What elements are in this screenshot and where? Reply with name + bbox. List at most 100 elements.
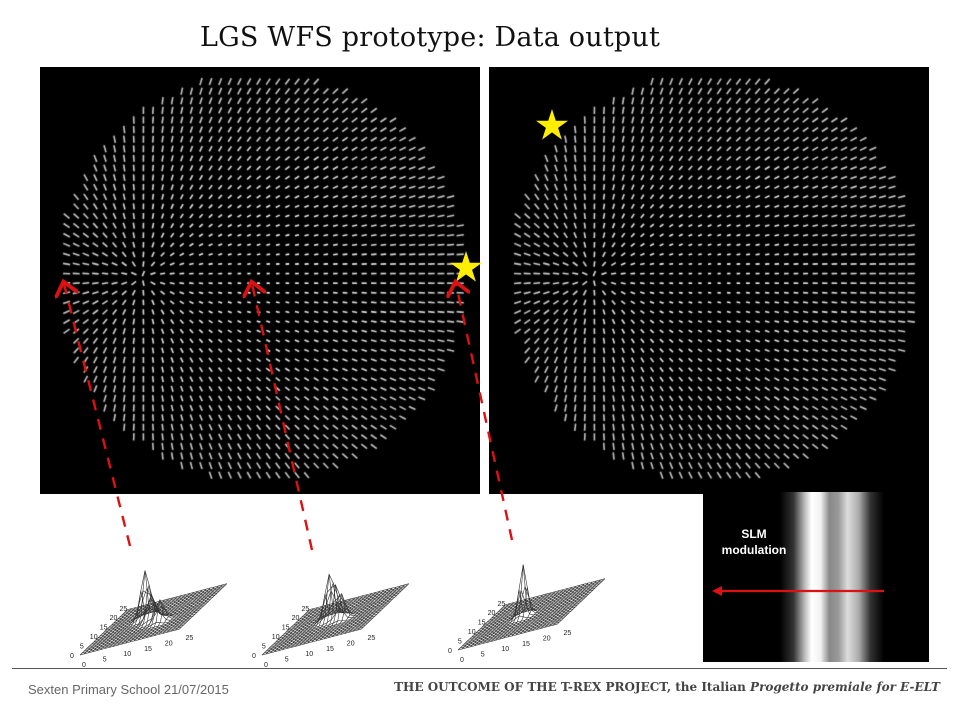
star-icon-right: [536, 109, 568, 140]
surface-line: [79, 609, 128, 656]
surface-line: [278, 605, 327, 651]
y-tick-label: 15: [478, 620, 486, 627]
surface-line: [461, 603, 510, 650]
surface-line: [548, 580, 597, 627]
surface-line: [96, 605, 145, 651]
surface-line: [303, 574, 352, 645]
y-tick-label: 20: [292, 615, 300, 622]
slm-label: SLM modulation: [707, 526, 801, 558]
surface-line: [470, 601, 519, 648]
footer-school-date: Sexten Primary School 21/07/2015: [28, 682, 229, 697]
surface-line: [532, 584, 581, 631]
surface-line: [315, 593, 364, 642]
surface-line: [270, 607, 319, 654]
y-tick-label: 0: [70, 653, 74, 660]
surface-line: [323, 593, 372, 640]
surface-line: [145, 592, 195, 638]
y-tick-label: 0: [448, 648, 452, 655]
x-tick-label: 25: [186, 635, 194, 642]
surface-line: [557, 578, 606, 625]
y-tick-label: 10: [468, 629, 476, 636]
surface-line: [311, 584, 360, 643]
y-tick-label: 5: [80, 644, 84, 651]
surface-line: [474, 600, 523, 646]
surface-line: [482, 597, 531, 644]
surface-line: [154, 589, 203, 636]
surface-line: [125, 593, 174, 644]
surface-line: [336, 589, 385, 636]
surface-line: [274, 606, 323, 653]
surface-line: [332, 591, 381, 637]
y-tick-label: 10: [90, 634, 98, 641]
surface-line: [133, 595, 182, 642]
x-tick-label: 5: [285, 657, 289, 664]
surface-line: [83, 608, 132, 655]
surface-line: [92, 606, 141, 653]
slm-label-line1: SLM: [741, 527, 767, 541]
y-tick-label: 15: [282, 625, 290, 632]
surface-line: [352, 585, 401, 632]
surface-line: [307, 581, 356, 644]
wfs-image-right: [489, 67, 929, 494]
x-tick-label: 5: [481, 652, 485, 659]
surface-line: [108, 601, 157, 648]
slide-title: LGS WFS prototype: Data output: [200, 22, 661, 53]
x-tick-label: 10: [123, 651, 131, 658]
x-tick-label: 0: [264, 662, 268, 669]
y-tick-label: 10: [272, 634, 280, 641]
x-tick-label: 25: [368, 635, 376, 642]
surface-line: [478, 598, 527, 645]
surface-line: [523, 587, 573, 633]
surface-line: [519, 588, 568, 635]
x-tick-label: 20: [347, 640, 355, 647]
x-tick-label: 10: [305, 651, 313, 658]
surface-line: [540, 582, 589, 629]
surface-line: [88, 607, 137, 654]
x-tick-label: 15: [326, 646, 334, 653]
x-tick-label: 25: [564, 630, 572, 637]
surface-line: [511, 590, 560, 637]
arrow-1: [64, 284, 132, 547]
surface-line: [490, 595, 539, 642]
arrow-2: [252, 284, 314, 551]
y-tick-label: 0: [252, 653, 256, 660]
surface-line: [340, 588, 389, 635]
footer-project: THE OUTCOME OF THE T-REX PROJECT, the It…: [394, 680, 940, 694]
footer-project-italic: Progetto premiale for E-ELT: [750, 680, 940, 694]
y-tick-label: 5: [262, 644, 266, 651]
surface-line: [466, 602, 515, 649]
surface-line: [457, 604, 506, 651]
surface-line: [361, 583, 410, 630]
slm-label-line2: modulation: [721, 543, 787, 557]
x-tick-label: 20: [165, 640, 173, 647]
surface-line: [515, 589, 564, 636]
x-tick-label: 0: [460, 657, 464, 664]
surface-line: [121, 584, 170, 645]
surface-line: [286, 602, 335, 649]
surface-line: [507, 591, 556, 638]
surface-line: [294, 600, 343, 647]
y-tick-label: 20: [488, 610, 496, 617]
surface-line: [100, 603, 149, 650]
surface-line: [528, 586, 577, 632]
footer-divider: [12, 668, 947, 669]
y-tick-label: 25: [120, 606, 128, 613]
surface-line: [158, 588, 207, 635]
surface-line: [552, 579, 601, 626]
surface-line: [179, 583, 228, 630]
surface-line: [348, 586, 397, 633]
surface-line: [544, 581, 593, 628]
y-tick-label: 25: [302, 606, 310, 613]
surface-line: [536, 583, 585, 630]
surface-line: [261, 609, 310, 656]
x-tick-label: 10: [501, 646, 509, 653]
surface-line: [499, 564, 548, 640]
surface-line: [141, 593, 190, 640]
surface-line: [495, 589, 544, 641]
y-tick-label: 5: [458, 639, 462, 646]
surface-line: [356, 584, 405, 631]
